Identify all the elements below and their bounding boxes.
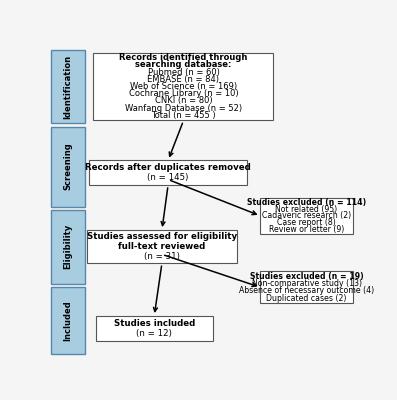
Text: Cadaveric research (2): Cadaveric research (2) — [262, 211, 351, 220]
Bar — [51, 50, 85, 124]
Text: Studies excluded (n = 114): Studies excluded (n = 114) — [247, 198, 366, 207]
Text: Studies excluded (n = 19): Studies excluded (n = 19) — [250, 272, 363, 281]
Text: Studies included: Studies included — [114, 319, 195, 328]
Text: Web of Science (n = 169): Web of Science (n = 169) — [130, 82, 237, 91]
Text: Not related (95): Not related (95) — [276, 205, 337, 214]
Text: Wanfang Database (n = 52): Wanfang Database (n = 52) — [125, 104, 242, 113]
Text: EMBASE (n = 84): EMBASE (n = 84) — [147, 75, 220, 84]
Text: Pubmed (n = 60): Pubmed (n = 60) — [148, 68, 220, 76]
Bar — [96, 316, 213, 341]
Bar — [89, 160, 247, 185]
Text: Eligibility: Eligibility — [64, 224, 73, 269]
Text: (n = 145): (n = 145) — [147, 173, 189, 182]
Text: Non-comparative study (13): Non-comparative study (13) — [252, 279, 362, 288]
Bar — [260, 198, 353, 234]
Text: Absence of necessary outcome (4): Absence of necessary outcome (4) — [239, 286, 374, 296]
Text: Case report (8): Case report (8) — [277, 218, 336, 227]
Text: searching database:: searching database: — [135, 60, 232, 69]
Bar — [93, 53, 274, 120]
Text: Total (n = 455 ): Total (n = 455 ) — [151, 111, 216, 120]
Text: Records identified through: Records identified through — [119, 53, 248, 62]
Bar — [51, 287, 85, 354]
Bar — [87, 230, 237, 263]
Text: (n = 31): (n = 31) — [144, 252, 180, 261]
Bar — [51, 210, 85, 284]
Text: Cochrane Library (n = 10): Cochrane Library (n = 10) — [129, 89, 238, 98]
Text: Records after duplicates removed: Records after duplicates removed — [85, 163, 251, 172]
Text: CNKI (n = 80): CNKI (n = 80) — [155, 96, 212, 106]
Text: Included: Included — [64, 300, 73, 341]
Text: Review or letter (9): Review or letter (9) — [269, 225, 344, 234]
Text: Duplicated cases (2): Duplicated cases (2) — [266, 294, 347, 303]
Text: full-text reviewed: full-text reviewed — [118, 242, 206, 251]
Bar — [51, 126, 85, 207]
Text: (n = 12): (n = 12) — [136, 329, 172, 338]
Text: Studies assessed for eligibility: Studies assessed for eligibility — [87, 232, 237, 241]
Text: Screening: Screening — [64, 143, 73, 190]
Text: Identification: Identification — [64, 54, 73, 118]
Bar — [260, 271, 353, 304]
